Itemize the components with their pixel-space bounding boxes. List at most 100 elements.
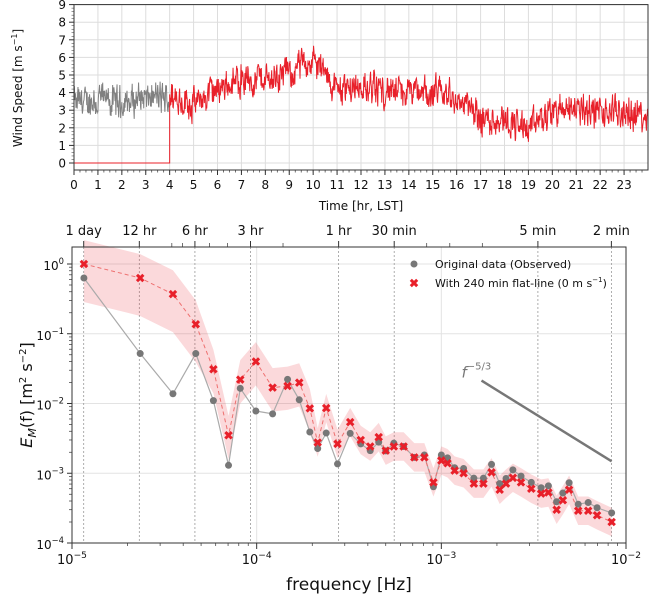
observed-point <box>437 451 445 459</box>
x-stroke <box>429 478 438 487</box>
modified-point <box>294 378 304 387</box>
top-tick-label: 30 min <box>372 224 417 239</box>
x-stroke <box>592 510 602 520</box>
x-stroke <box>294 378 304 387</box>
bottom-y-axis-label: EM(f) [m2 s−2] <box>17 342 39 447</box>
legend-marker-modified <box>409 278 419 288</box>
x-stroke <box>313 438 322 447</box>
x-stroke <box>469 479 479 488</box>
modified-wind-line <box>74 45 649 164</box>
x-tick-label: 11 <box>329 178 344 192</box>
modified-point <box>450 466 459 475</box>
modified-point <box>345 417 355 427</box>
observed-point <box>496 480 504 488</box>
modified-point <box>381 446 391 455</box>
modified-point <box>420 453 429 462</box>
x-tick-label: 10 <box>306 178 321 192</box>
modified-point <box>305 404 315 413</box>
x-stroke <box>508 473 518 483</box>
x-stroke <box>544 488 553 497</box>
modified-point <box>469 479 479 488</box>
modified-point <box>558 495 568 505</box>
x-stroke <box>501 479 511 488</box>
x-stroke <box>437 456 446 465</box>
modified-point <box>356 435 365 445</box>
modified-point <box>501 479 511 488</box>
top-y-axis-label: Wind Speed [m s−1] <box>10 29 25 147</box>
x-stroke <box>527 484 536 493</box>
x-stroke <box>381 446 391 455</box>
legend-label-observed: Original data (Observed) <box>435 258 571 271</box>
observed-point <box>559 489 567 497</box>
observed-point <box>574 500 582 508</box>
x-tick-label: 19 <box>521 178 536 192</box>
observed-point <box>488 460 496 468</box>
y-tick-label: 6 <box>58 51 66 65</box>
modified-point <box>607 517 616 527</box>
x-tick-label: 13 <box>377 178 392 192</box>
legend-x-mark <box>409 278 419 288</box>
x-tick-label: 23 <box>616 178 631 192</box>
y-tick-label: 10−1 <box>36 326 64 343</box>
x-stroke <box>356 435 365 445</box>
x-tick-label: 7 <box>238 178 246 192</box>
legend: Original data (Observed) With 240 min fl… <box>409 258 607 290</box>
modified-point <box>333 439 342 449</box>
observed-point <box>565 479 573 487</box>
x-tick-label: 14 <box>401 178 416 192</box>
x-stroke <box>365 442 375 451</box>
modified-point <box>365 442 375 451</box>
observed-spectrum-line <box>83 277 612 514</box>
top-tick-label: 2 min <box>593 224 630 239</box>
observed-point <box>322 429 330 437</box>
x-stroke <box>410 453 419 462</box>
bottom-x-axis-label: frequency [Hz] <box>286 575 412 595</box>
observed-point <box>346 429 354 437</box>
y-tick-label: 0 <box>58 157 66 171</box>
observed-point <box>509 466 517 474</box>
x-stroke <box>420 453 429 462</box>
modified-point <box>536 489 546 498</box>
x-stroke <box>607 517 616 527</box>
x-tick-label: 17 <box>473 178 488 192</box>
y-tick-label: 2 <box>58 121 66 135</box>
top-x-axis-label: Time [hr, LST] <box>318 199 403 213</box>
y-tick-label: 1 <box>58 139 66 153</box>
x-stroke <box>333 439 342 449</box>
x-tick-label: 10−5 <box>57 551 87 568</box>
x-stroke <box>168 289 178 299</box>
observed-point <box>306 428 314 436</box>
top-series <box>73 45 649 164</box>
x-stroke <box>224 431 233 440</box>
modified-point <box>459 468 468 478</box>
observed-point <box>284 375 292 383</box>
modified-point <box>168 289 178 299</box>
modified-point <box>135 273 145 283</box>
x-tick-label: 8 <box>262 178 270 192</box>
x-tick-label: 15 <box>425 178 440 192</box>
y-tick-label: 5 <box>58 69 66 83</box>
bottom-series <box>79 259 616 527</box>
modified-point <box>429 478 438 487</box>
top-tick-label: 1 hr <box>326 224 353 239</box>
x-stroke <box>573 506 583 516</box>
modified-point <box>399 442 408 451</box>
x-stroke <box>209 364 218 374</box>
modified-point <box>209 364 218 374</box>
x-stroke <box>135 273 145 283</box>
x-stroke <box>268 383 277 392</box>
wind-speed-panel: 0 1 2 3 4 5 6 7 8 9 10 11 12 13 14 15 16 17 18 19 20 21 22 2301… <box>10 0 649 213</box>
legend-marker-observed <box>410 260 418 268</box>
x-stroke <box>321 403 331 413</box>
modified-point <box>437 456 446 465</box>
x-stroke <box>583 506 593 516</box>
observed-point <box>295 396 303 404</box>
x-tick-label: 3 <box>142 178 150 192</box>
modified-point <box>516 478 526 487</box>
x-tick-label: 10−3 <box>426 551 456 568</box>
observed-point <box>252 407 260 415</box>
x-stroke <box>536 489 546 498</box>
x-tick-label: 12 <box>353 178 368 192</box>
